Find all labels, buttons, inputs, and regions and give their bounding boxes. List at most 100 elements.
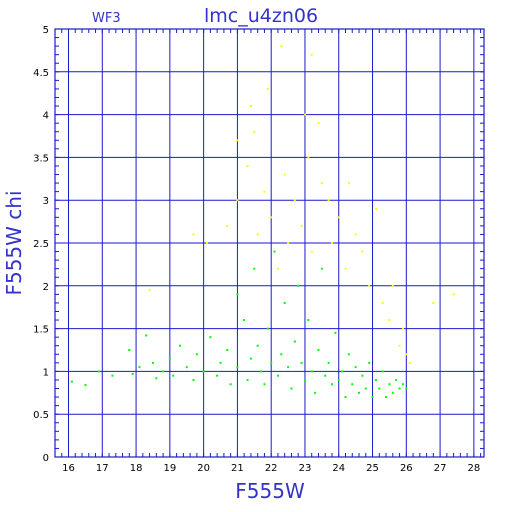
data-point xyxy=(307,156,310,159)
data-point xyxy=(145,334,148,337)
data-point xyxy=(128,349,131,351)
data-point xyxy=(405,387,408,390)
data-point xyxy=(317,349,320,351)
data-point xyxy=(364,387,367,390)
data-point xyxy=(381,301,384,304)
data-point xyxy=(84,384,87,387)
y-tick-label: 3 xyxy=(43,196,49,207)
data-point xyxy=(320,182,323,185)
data-point xyxy=(351,383,354,386)
data-point xyxy=(401,327,404,330)
data-point xyxy=(202,370,205,373)
data-point xyxy=(185,366,188,369)
data-point xyxy=(347,353,350,356)
data-point xyxy=(368,284,371,287)
data-point xyxy=(324,374,327,377)
data-point xyxy=(111,374,114,377)
y-tick-label: 3.5 xyxy=(33,153,49,164)
data-point xyxy=(178,344,181,347)
data-point xyxy=(70,380,73,383)
data-point xyxy=(138,366,141,369)
data-point xyxy=(337,378,340,381)
y-tick-label: 2 xyxy=(43,282,49,293)
data-point xyxy=(195,353,198,356)
data-point xyxy=(378,387,381,390)
chart-title: lmc_u4zn06 xyxy=(204,5,318,27)
data-point xyxy=(388,319,391,322)
data-point xyxy=(249,105,252,108)
data-point xyxy=(270,216,273,219)
y-tick-label: 4 xyxy=(43,111,49,122)
data-point xyxy=(236,366,239,369)
x-axis-title: F555W xyxy=(235,479,305,503)
data-point xyxy=(293,340,296,343)
y-tick-label: 1.5 xyxy=(33,325,49,336)
data-point xyxy=(317,122,320,125)
y-tick-label: 4.5 xyxy=(33,68,49,79)
y-tick-label: 5 xyxy=(43,25,49,36)
data-point xyxy=(192,378,195,381)
y-tick-label: 0 xyxy=(43,453,49,464)
data-point xyxy=(293,199,296,202)
data-point xyxy=(307,319,310,322)
data-point xyxy=(344,396,347,399)
data-point xyxy=(287,366,290,369)
data-point xyxy=(341,370,344,373)
data-point xyxy=(229,383,232,386)
chart-subtitle: WF3 xyxy=(92,11,121,26)
data-point xyxy=(334,331,337,334)
data-point xyxy=(162,370,165,373)
data-point xyxy=(236,199,239,202)
data-point xyxy=(388,383,391,386)
data-point xyxy=(263,383,266,386)
data-point xyxy=(358,391,361,394)
x-tick-label: 18 xyxy=(130,463,143,474)
data-point xyxy=(209,336,212,339)
data-point xyxy=(256,233,259,236)
data-point xyxy=(452,293,455,296)
data-point xyxy=(310,53,313,56)
data-point xyxy=(297,284,300,287)
y-tick-label: 2.5 xyxy=(33,239,49,250)
data-point xyxy=(408,361,411,364)
data-point xyxy=(290,387,293,390)
data-point xyxy=(97,370,100,373)
data-point xyxy=(263,190,266,193)
data-point xyxy=(155,377,158,380)
data-point xyxy=(368,361,371,364)
data-point xyxy=(310,370,313,373)
data-point xyxy=(347,182,350,185)
data-point xyxy=(216,374,219,377)
x-tick-label: 26 xyxy=(400,463,413,474)
x-tick-label: 19 xyxy=(163,463,176,474)
data-point xyxy=(270,361,273,364)
data-point xyxy=(266,87,269,90)
data-point xyxy=(374,378,377,381)
data-points xyxy=(70,45,455,399)
data-point xyxy=(256,344,259,347)
x-tick-label: 21 xyxy=(231,463,244,474)
data-point xyxy=(303,113,306,116)
grid-lines xyxy=(55,28,484,458)
data-point xyxy=(283,173,286,176)
x-tick-label: 20 xyxy=(197,463,210,474)
data-point xyxy=(243,319,246,322)
data-point xyxy=(249,357,252,360)
data-point xyxy=(276,374,279,377)
data-point xyxy=(273,250,276,253)
x-tick-label: 23 xyxy=(299,463,312,474)
data-point xyxy=(361,250,364,253)
data-point xyxy=(432,301,435,304)
data-point xyxy=(219,361,222,364)
data-point xyxy=(385,396,388,399)
x-tick-label: 16 xyxy=(62,463,75,474)
data-point xyxy=(192,233,195,236)
x-tick-label: 27 xyxy=(434,463,447,474)
x-tick-label: 24 xyxy=(332,463,345,474)
tick-labels: 16 17 18 19 20 21 22 23 24 25 26 27 28 0 0.5 1 1.5 2 2.5 3 3… xyxy=(33,25,480,474)
data-point xyxy=(226,349,229,351)
data-point xyxy=(310,250,313,253)
data-point xyxy=(300,361,303,364)
data-point xyxy=(172,374,175,377)
